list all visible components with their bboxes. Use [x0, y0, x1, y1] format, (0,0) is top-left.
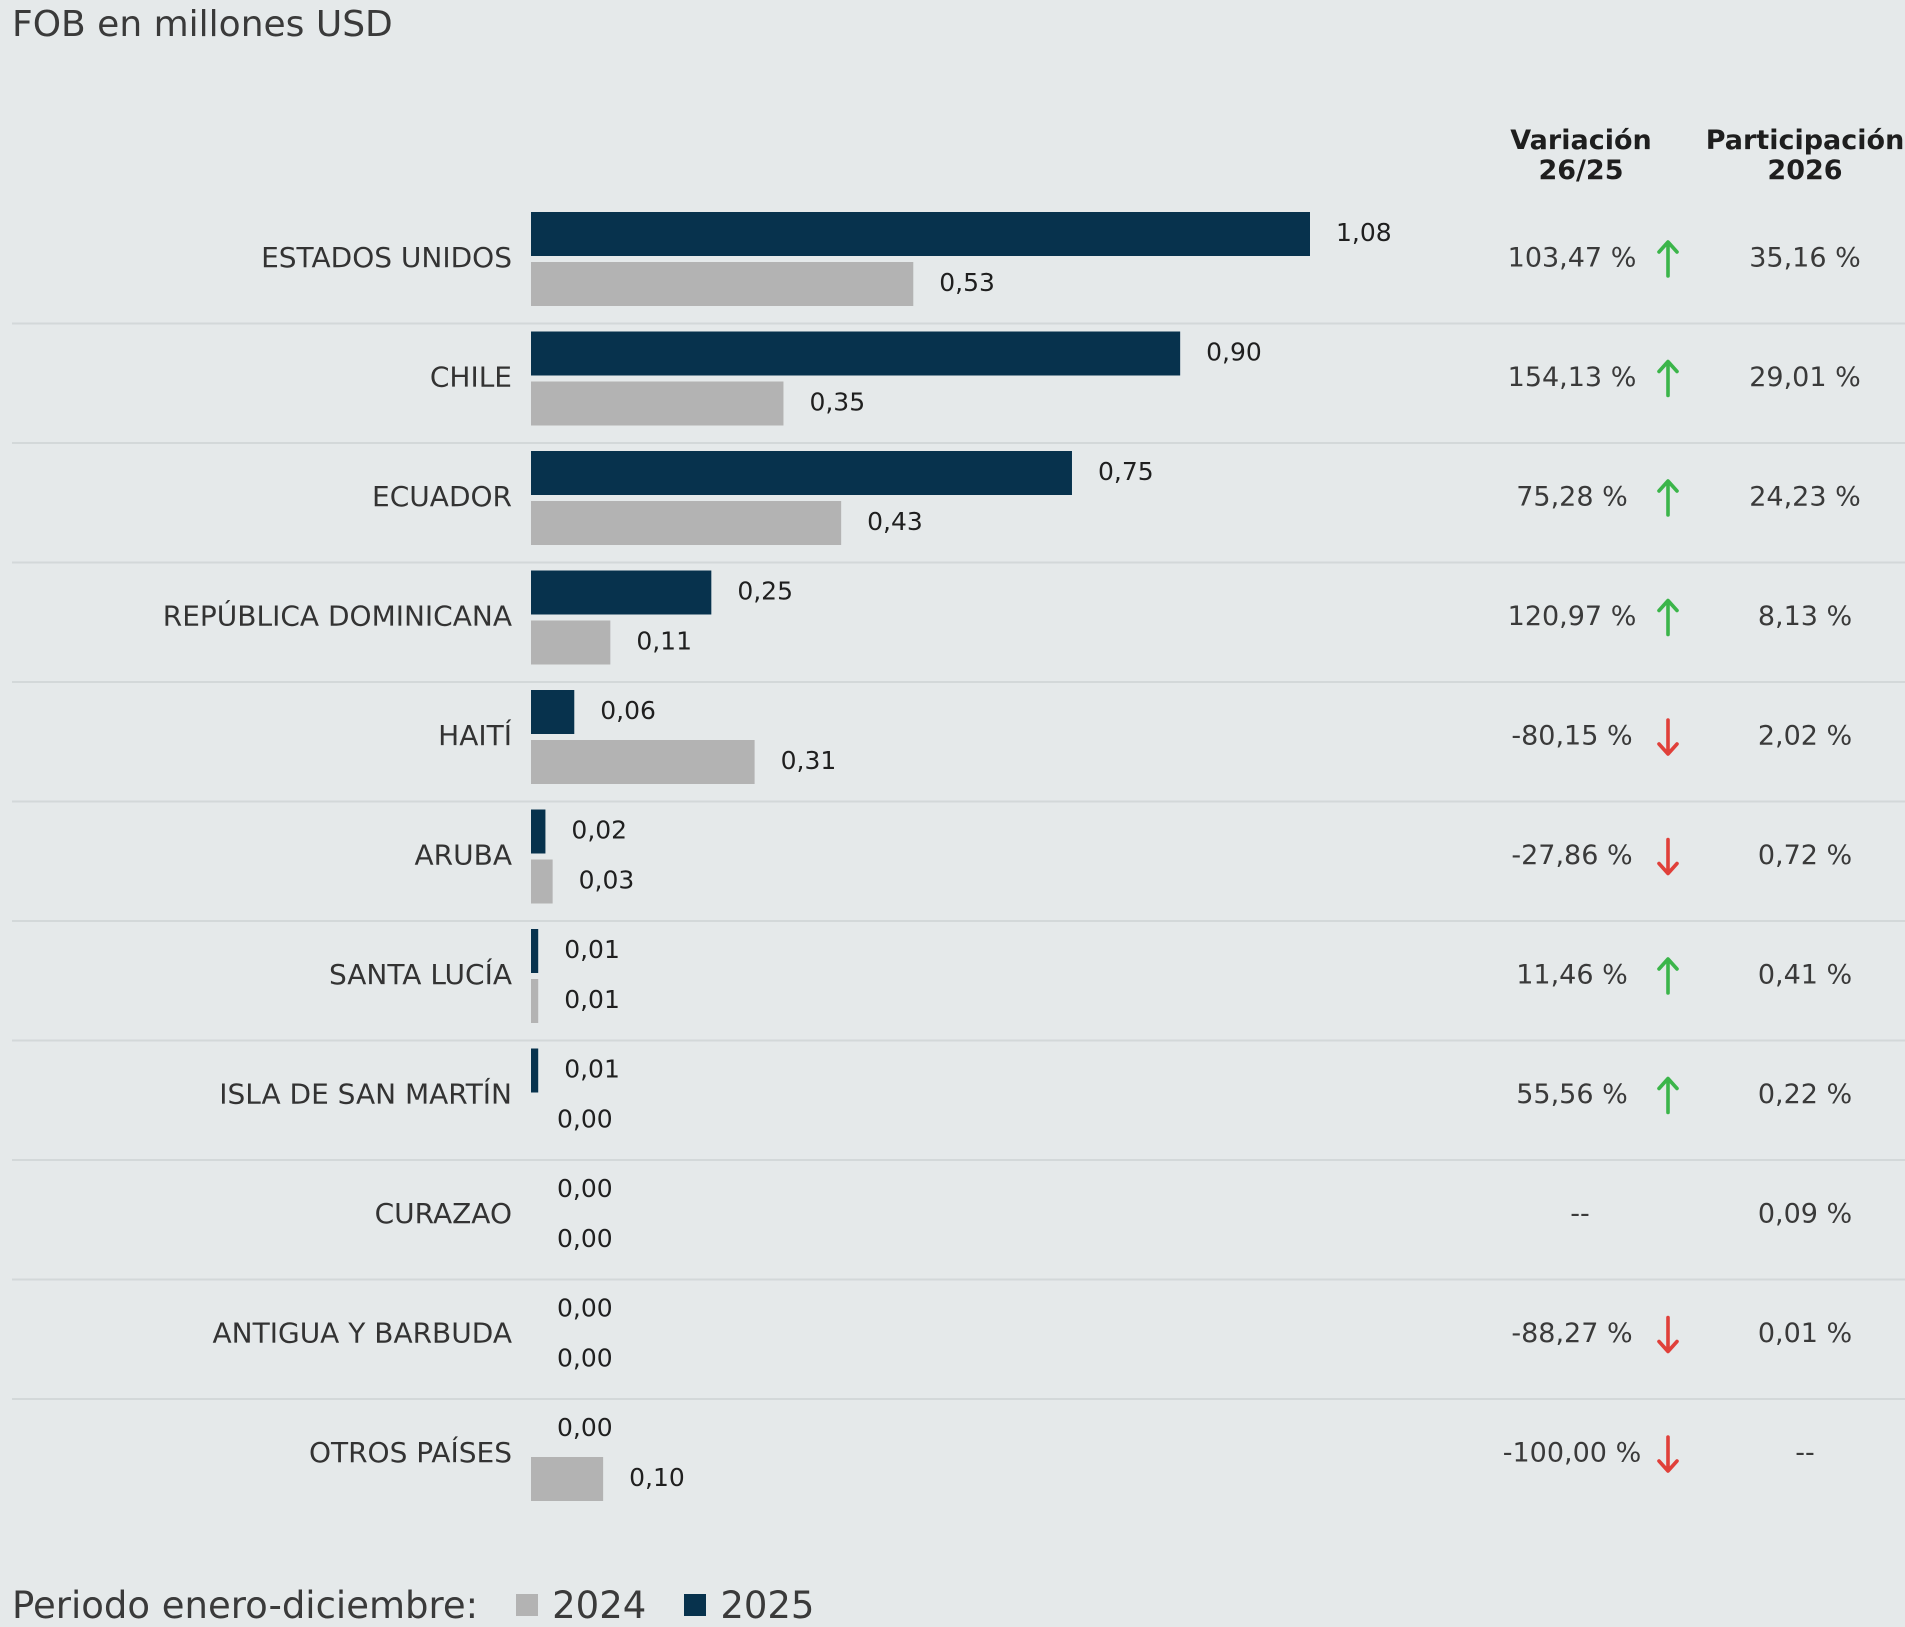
legend-label-2024: 2024: [552, 1584, 647, 1627]
legend-swatch-2025: [684, 1593, 707, 1616]
bar-2025-label: 0,90: [1206, 338, 1262, 367]
participation-header-line2: 2026: [1767, 155, 1843, 186]
bar-2025: [531, 809, 546, 854]
bar-2024-label: 0,43: [867, 507, 923, 536]
bar-2025-label: 1,08: [1336, 218, 1392, 247]
bar-2024-label: 0,00: [557, 1344, 613, 1373]
down-arrow-icon: [1657, 1435, 1679, 1473]
variation-header: Variación 26/25: [1471, 126, 1691, 186]
bar-2024-label: 0,10: [629, 1463, 685, 1492]
bar-2025: [531, 929, 539, 973]
variation-value: 11,46 %: [1516, 960, 1628, 991]
down-arrow-icon: [1657, 718, 1679, 756]
variation-value: 154,13 %: [1508, 362, 1637, 393]
category-label: SANTA LUCÍA: [329, 957, 512, 991]
bar-2025-label: 0,01: [564, 935, 620, 964]
bar-2025: [531, 212, 1310, 256]
bar-2025-label: 0,75: [1098, 457, 1154, 486]
legend: Periodo enero-diciembre: 2024 2025: [12, 1584, 814, 1627]
variation-value: 75,28 %: [1516, 482, 1628, 513]
legend-label-2025: 2025: [720, 1584, 815, 1627]
variation-value: 103,47 %: [1508, 243, 1637, 274]
bar-2024-label: 0,03: [579, 866, 635, 895]
up-arrow-icon: [1657, 957, 1679, 995]
bar-2025: [531, 331, 1181, 376]
bar-2024: [531, 859, 553, 904]
category-label: REPÚBLICA DOMINICANA: [163, 599, 512, 633]
category-label: ANTIGUA Y BARBUDA: [213, 1317, 512, 1350]
bar-2025: [531, 451, 1072, 495]
bar-2025-label: 0,02: [571, 816, 627, 845]
bar-2024: [531, 1457, 604, 1501]
category-label: OTROS PAÍSES: [309, 1435, 512, 1469]
variation-header-line1: Variación: [1510, 125, 1652, 156]
category-label: CURAZAO: [375, 1197, 512, 1230]
category-label: ESTADOS UNIDOS: [261, 241, 512, 274]
bar-2024-label: 0,00: [557, 1224, 613, 1253]
variation-value: 120,97 %: [1508, 601, 1637, 632]
participation-value: --: [1795, 1438, 1815, 1469]
variation-value: -100,00 %: [1503, 1438, 1641, 1469]
legend-swatch-2024: [516, 1593, 539, 1616]
bar-2024-label: 0,31: [781, 746, 837, 775]
up-arrow-icon: [1657, 1076, 1679, 1115]
participation-value: 0,72 %: [1758, 840, 1852, 871]
category-label: HAITÍ: [438, 718, 512, 752]
down-arrow-icon: [1657, 837, 1679, 876]
category-label: ARUBA: [415, 839, 512, 872]
variation-value: -80,15 %: [1511, 721, 1632, 752]
bar-2025-label: 0,25: [737, 577, 793, 606]
variation-value: --: [1570, 1199, 1590, 1230]
variation-value: 55,56 %: [1516, 1079, 1628, 1110]
bar-2024: [531, 740, 755, 784]
variation-header-line2: 26/25: [1538, 155, 1624, 186]
category-label: CHILE: [430, 361, 512, 394]
bar-2024: [531, 381, 784, 426]
bar-2025-label: 0,00: [557, 1294, 613, 1323]
bar-2025-label: 0,01: [564, 1055, 620, 1084]
bar-2025-label: 0,00: [557, 1174, 613, 1203]
bar-2024-label: 0,35: [809, 388, 865, 417]
participation-value: 35,16 %: [1749, 243, 1861, 274]
down-arrow-icon: [1657, 1315, 1679, 1354]
participation-header-line1: Participación: [1705, 125, 1905, 156]
participation-value: 2,02 %: [1758, 721, 1852, 752]
bar-2025: [531, 690, 575, 734]
participation-value: 24,23 %: [1749, 482, 1861, 513]
participation-header: Participación 2026: [1695, 126, 1905, 186]
bar-2025-label: 0,00: [557, 1413, 613, 1442]
participation-value: 29,01 %: [1749, 362, 1861, 393]
category-label: ISLA DE SAN MARTÍN: [219, 1077, 512, 1111]
participation-value: 8,13 %: [1758, 601, 1852, 632]
bar-2025-label: 0,06: [600, 696, 656, 725]
bar-2025: [531, 570, 712, 615]
bar-2025: [531, 1048, 539, 1093]
participation-value: 0,41 %: [1758, 960, 1852, 991]
bar-2024: [531, 262, 914, 306]
bar-2024-label: 0,11: [636, 627, 692, 656]
bar-2024-label: 0,53: [939, 268, 995, 297]
bar-2024: [531, 501, 842, 545]
variation-value: -88,27 %: [1511, 1318, 1632, 1349]
participation-value: 0,01 %: [1758, 1318, 1852, 1349]
chart-subtitle: FOB en millones USD: [12, 4, 393, 45]
bar-2024: [531, 979, 539, 1023]
bar-2024-label: 0,01: [564, 985, 620, 1014]
up-arrow-icon: [1657, 598, 1679, 637]
bar-2024: [531, 620, 611, 665]
category-label: ECUADOR: [372, 480, 512, 513]
up-arrow-icon: [1657, 359, 1679, 398]
participation-value: 0,22 %: [1758, 1079, 1852, 1110]
variation-value: -27,86 %: [1511, 840, 1632, 871]
up-arrow-icon: [1657, 479, 1679, 517]
participation-value: 0,09 %: [1758, 1199, 1852, 1230]
up-arrow-icon: [1657, 240, 1679, 278]
bar-chart: ESTADOS UNIDOS 1,08 0,53 103,47 % 35,16 % CHI…: [12, 212, 1905, 1501]
period-label: Periodo enero-diciembre:: [12, 1584, 479, 1627]
bar-2024-label: 0,00: [557, 1105, 613, 1134]
